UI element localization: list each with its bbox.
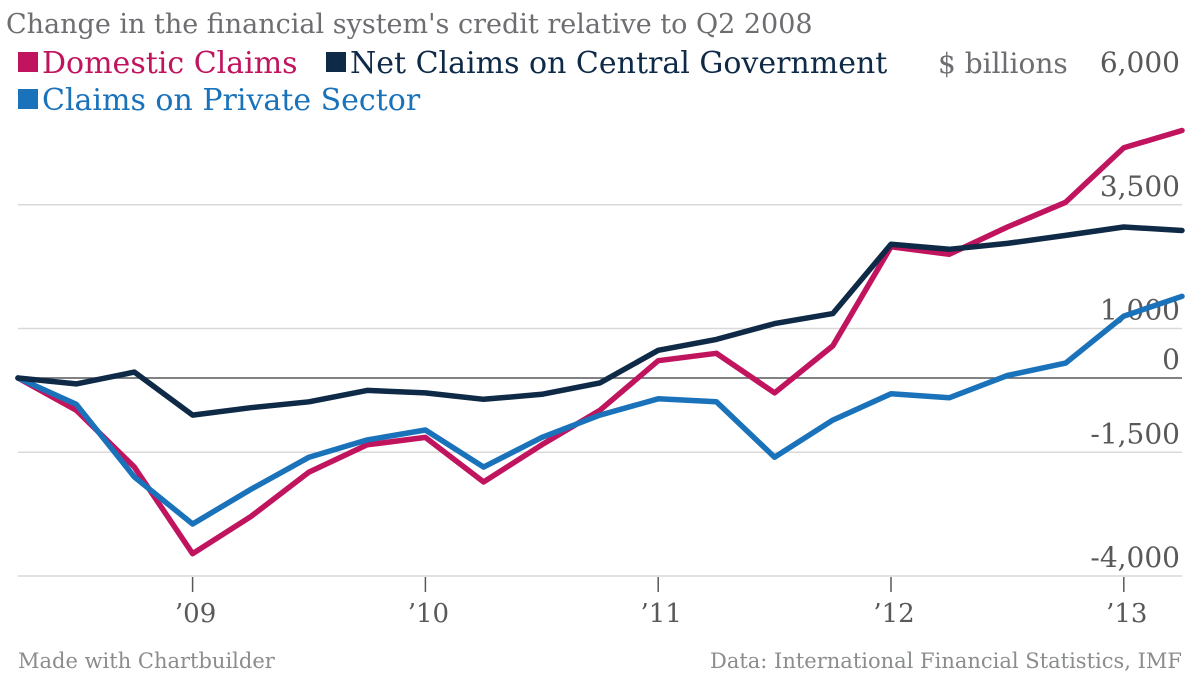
unit-label: $ billions	[938, 47, 1068, 80]
legend-label-domestic: Domestic Claims	[42, 46, 298, 81]
legend-label-government: Net Claims on Central Government	[350, 46, 887, 81]
series-lines	[15, 127, 1185, 557]
x-axis-ticks: ’09 ’10 ’11 ’12 ’13	[175, 577, 1147, 629]
footer-source: Data: International Financial Statistics…	[710, 649, 1182, 673]
x-tick-label: ’12	[873, 599, 914, 629]
gridlines	[18, 204, 1182, 577]
legend-swatch-government	[326, 52, 346, 72]
series-line-government	[15, 224, 1185, 418]
y-tick-label: -1,500	[1090, 417, 1180, 450]
series-line-private	[15, 293, 1185, 527]
series-line-domestic	[15, 127, 1185, 557]
y-tick-label: 6,000	[1100, 46, 1180, 79]
legend-swatch-domestic	[18, 52, 38, 72]
legend-swatch-private	[18, 89, 38, 109]
chart-title: Change in the financial system's credit …	[6, 9, 813, 40]
x-tick-label: ’09	[175, 599, 216, 629]
y-tick-label: 0	[1162, 343, 1180, 376]
legend: Domestic Claims Net Claims on Central Go…	[18, 46, 887, 118]
y-tick-label: 3,500	[1100, 170, 1180, 203]
x-tick-label: ’10	[408, 599, 449, 629]
legend-label-private: Claims on Private Sector	[42, 83, 421, 118]
x-tick-label: ’13	[1106, 599, 1147, 629]
footer-credit: Made with Chartbuilder	[18, 649, 276, 673]
x-tick-label: ’11	[641, 599, 682, 629]
y-tick-label: -4,000	[1090, 541, 1180, 574]
